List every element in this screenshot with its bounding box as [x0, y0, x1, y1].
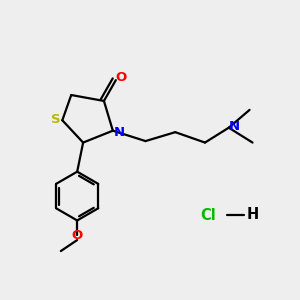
Text: N: N	[229, 120, 240, 133]
Text: O: O	[116, 71, 127, 84]
Text: S: S	[51, 113, 61, 126]
Text: N: N	[114, 126, 125, 139]
Text: O: O	[71, 229, 82, 242]
Text: H: H	[246, 207, 259, 222]
Text: Cl: Cl	[200, 208, 216, 223]
